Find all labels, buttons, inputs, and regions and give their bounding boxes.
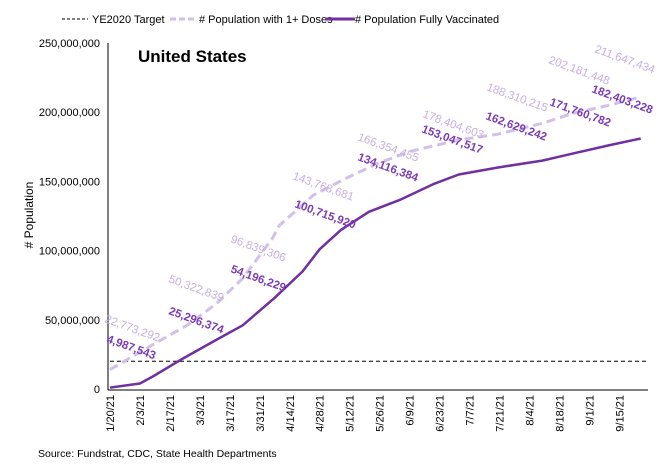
source-note: Source: Fundstrat, CDC, State Health Dep… (38, 448, 277, 460)
x-tick-label: 8/18/21 (554, 395, 566, 432)
series-lines (109, 95, 648, 389)
doses-data-label: 211,647,434 (593, 44, 657, 77)
y-tick-label: 0 (94, 384, 100, 396)
legend: YE2020 Target # Population with 1+ Doses… (62, 14, 499, 26)
doses-data-label: 143,768,681 (291, 171, 355, 204)
x-ticks: 1/20/21 2/3/21 2/17/21 3/3/21 3/17/21 3/31/21… (105, 395, 626, 432)
chart-title: United States (138, 47, 247, 66)
fully-vaccinated-data-label: 171,760,782 (548, 97, 612, 130)
fully-vaccinated-data-label: 162,629,242 (484, 111, 548, 144)
x-tick-label: 3/3/21 (195, 395, 207, 426)
x-tick-label: 3/31/21 (255, 395, 267, 432)
y-tick-label: 250,000,000 (39, 38, 100, 50)
x-tick-label: 7/21/21 (494, 395, 506, 432)
x-tick-label: 4/14/21 (285, 395, 297, 432)
doses-line (109, 95, 642, 371)
x-tick-label: 8/4/21 (524, 395, 536, 426)
doses-data-label: 202,181,448 (547, 55, 611, 88)
y-axis-label: # Population (22, 182, 36, 249)
y-tick-label: 150,000,000 (39, 176, 100, 188)
y-tick-label: 200,000,000 (39, 107, 100, 119)
fully-vaccinated-data-label: 100,715,920 (293, 199, 357, 232)
doses-data-label: 50,322,839 (167, 274, 225, 305)
x-tick-label: 6/9/21 (405, 395, 417, 426)
legend-label-target: YE2020 Target (92, 14, 165, 26)
fully-vaccinated-data-label: 182,403,228 (590, 84, 655, 117)
legend-label-fully: # Population Fully Vaccinated (355, 14, 499, 26)
y-ticks: 0 50,000,000 100,000,000 150,000,000 200,000… (39, 38, 100, 396)
y-tick-label: 50,000,000 (45, 315, 100, 327)
x-tick-label: 2/3/21 (135, 395, 147, 426)
legend-label-doses: # Population with 1+ Doses (199, 14, 333, 26)
x-tick-label: 5/26/21 (375, 395, 387, 432)
x-tick-label: 7/7/21 (465, 395, 477, 426)
y-tick-label: 100,000,000 (39, 246, 100, 258)
x-tick-label: 9/1/21 (584, 395, 596, 426)
x-tick-label: 1/20/21 (105, 395, 117, 432)
data-labels: 22,773,29250,322,83996,839,306143,768,68… (103, 44, 657, 363)
doses-data-label: 188,310,215 (485, 82, 549, 115)
x-tick-label: 2/17/21 (165, 395, 177, 432)
fully-vaccinated-data-label: 54,196,229 (229, 264, 287, 295)
fully-vaccinated-line (109, 137, 641, 389)
x-tick-label: 9/15/21 (614, 395, 626, 432)
x-tick-label: 3/17/21 (225, 395, 237, 432)
x-tick-label: 5/12/21 (345, 395, 357, 432)
x-tick-label: 6/23/21 (435, 395, 447, 432)
x-tick-label: 4/28/21 (315, 395, 327, 432)
